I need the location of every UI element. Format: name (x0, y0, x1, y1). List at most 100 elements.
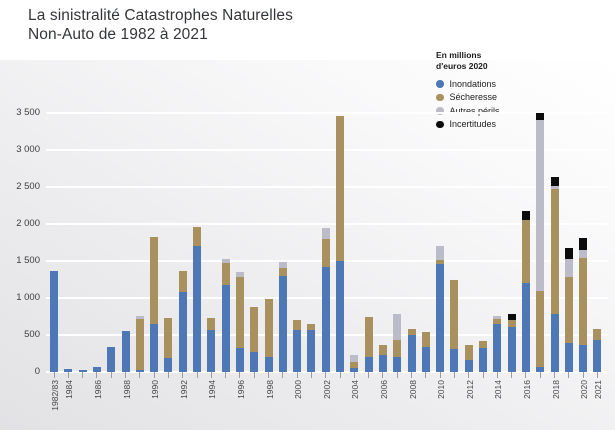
bar-segment-inondations (507, 326, 516, 372)
x-tick-label: 1990 (150, 380, 161, 399)
bar-2011 (450, 280, 459, 372)
x-tick (382, 372, 384, 378)
bar-segment-autres-périls (235, 271, 244, 277)
gridline (46, 371, 608, 373)
bar-segment-inondations (436, 264, 445, 372)
x-tick (239, 372, 241, 378)
bar-1982/83 (50, 270, 58, 372)
x-tick-label: 1988 (121, 380, 132, 399)
bar-2005 (364, 316, 373, 372)
y-tick-label: 3 500 (16, 107, 40, 118)
bar-segment-inondations (150, 323, 159, 372)
x-tick-label: 2008 (407, 380, 418, 399)
x-tick-label: 1998 (264, 380, 275, 399)
bar-segment-inondations (407, 335, 416, 372)
bar-1997 (250, 306, 259, 372)
x-tick (253, 372, 255, 378)
bar-segment-sécheresse (421, 332, 430, 347)
bar-segment-inondations (550, 313, 559, 372)
bar-segment-inondations (64, 368, 73, 372)
bar-segment-inondations (121, 331, 130, 372)
bar-segment-inondations (564, 343, 573, 372)
x-tick-label: 1982/83 (50, 380, 60, 411)
x-tick (539, 372, 541, 378)
bar-2012 (464, 345, 473, 372)
x-tick (153, 372, 155, 378)
chart-title-line1: La sinistralité Catastrophes Naturelles (28, 7, 293, 24)
legend-label: Sécheresse (449, 92, 498, 103)
bar-2014 (493, 315, 502, 372)
y-tick-label: 1 000 (16, 292, 40, 303)
bar-2021 (593, 329, 602, 372)
legend: En millions d'euros 2020 Inondations Séc… (436, 50, 500, 131)
incertitudes-dot-icon (436, 120, 444, 128)
bar-segment-sécheresse (450, 280, 459, 350)
bar-2007 (393, 313, 402, 372)
bar-2009 (421, 332, 430, 372)
bar-2016 (521, 211, 530, 372)
gridline (46, 112, 608, 114)
bar-segment-sécheresse (464, 345, 473, 361)
x-tick-label: 2006 (378, 380, 389, 399)
chart-title-line2: Non-Auto de 1982 à 2021 (28, 26, 208, 43)
x-tick (396, 372, 398, 378)
bar-segment-autres-périls (436, 245, 445, 260)
bar-segment-sécheresse (479, 340, 487, 348)
x-tick (525, 372, 527, 378)
x-tick (482, 372, 484, 378)
bar-segment-inondations (235, 348, 244, 372)
x-tick (568, 372, 570, 378)
bar-segment-sécheresse (135, 318, 144, 370)
bar-segment-sécheresse (193, 226, 201, 247)
bar-2000 (293, 319, 302, 372)
bar-1991 (164, 318, 173, 372)
legend-item-inondations: Inondations (436, 77, 500, 91)
legend-heading-line2: d'euros 2020 (436, 60, 488, 71)
bar-segment-inondations (92, 366, 101, 372)
x-tick-label: 2012 (464, 380, 475, 399)
bar-segment-sécheresse (235, 276, 244, 349)
x-tick (325, 372, 327, 378)
bar-segment-sécheresse (307, 324, 316, 330)
x-tick (468, 372, 470, 378)
bar-segment-inondations (321, 266, 330, 372)
x-tick-label: 1996 (235, 380, 246, 399)
bar-2015 (507, 313, 516, 372)
bar-segment-inondations (421, 346, 430, 372)
bar-1987 (107, 346, 116, 372)
bar-1995 (221, 259, 230, 372)
x-tick (511, 372, 513, 378)
bar-segment-incertitudes (536, 112, 545, 121)
x-tick (339, 372, 341, 378)
inondations-dot-icon (436, 80, 444, 88)
x-tick (182, 372, 184, 378)
bar-segment-inondations (593, 340, 602, 372)
bar-segment-inondations (135, 369, 144, 372)
bar-2018 (550, 177, 559, 372)
bar-segment-inondations (364, 357, 373, 372)
x-tick-label: 2004 (350, 380, 361, 399)
x-tick-label: 2014 (493, 380, 504, 399)
bar-segment-inondations (479, 347, 487, 372)
bar-2004 (350, 354, 359, 372)
y-tick-label: 500 (24, 329, 40, 340)
bar-2006 (378, 345, 387, 372)
bar-segment-sécheresse (436, 259, 445, 265)
bar-segment-incertitudes (564, 248, 573, 259)
bar-1986 (92, 366, 101, 372)
bar-segment-sécheresse (350, 362, 359, 369)
legend-heading: En millions d'euros 2020 (436, 50, 500, 71)
bar-segment-incertitudes (550, 177, 559, 186)
bar-segment-inondations (450, 349, 459, 372)
x-tick (296, 372, 298, 378)
bar-2010 (436, 245, 445, 372)
x-tick (167, 372, 169, 378)
legend-item-incertitudes: Incertitudes (436, 118, 500, 132)
x-tick (139, 372, 141, 378)
bar-1990 (150, 236, 159, 372)
bar-segment-sécheresse (321, 238, 330, 267)
bar-segment-sécheresse (207, 318, 216, 330)
bar-1993 (193, 226, 201, 372)
bar-segment-sécheresse (564, 277, 573, 344)
gridline (46, 223, 608, 225)
